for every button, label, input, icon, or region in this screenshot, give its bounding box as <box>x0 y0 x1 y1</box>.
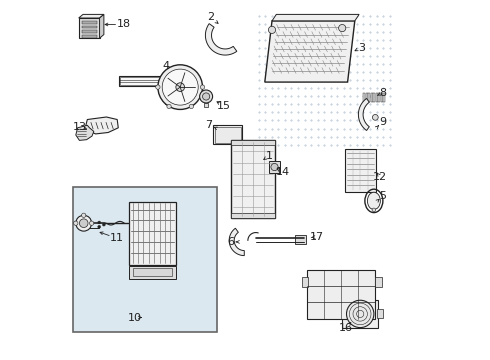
Polygon shape <box>99 14 104 38</box>
Text: 6: 6 <box>227 237 234 247</box>
Text: 18: 18 <box>117 19 131 30</box>
Circle shape <box>167 104 171 109</box>
Circle shape <box>90 221 94 225</box>
Bar <box>213 125 242 144</box>
Bar <box>165 83 174 104</box>
Bar <box>295 235 306 244</box>
Circle shape <box>156 85 160 89</box>
Bar <box>133 268 172 276</box>
Bar <box>81 21 97 24</box>
Text: 3: 3 <box>358 42 365 53</box>
Bar <box>373 93 375 102</box>
Bar <box>375 277 382 287</box>
Ellipse shape <box>368 192 380 210</box>
Circle shape <box>98 221 100 224</box>
Text: 8: 8 <box>379 88 386 98</box>
Polygon shape <box>205 24 237 55</box>
Polygon shape <box>229 228 245 256</box>
Circle shape <box>271 163 278 171</box>
Bar <box>119 76 166 86</box>
Circle shape <box>158 65 202 109</box>
Bar <box>204 103 208 107</box>
Circle shape <box>81 213 86 217</box>
Text: 16: 16 <box>339 323 353 333</box>
Bar <box>231 140 274 218</box>
Circle shape <box>200 85 205 89</box>
Circle shape <box>98 225 100 228</box>
Circle shape <box>202 93 210 100</box>
Bar <box>363 93 365 102</box>
Bar <box>307 270 375 319</box>
Bar <box>381 93 383 102</box>
Bar <box>337 309 343 318</box>
Bar <box>215 127 241 143</box>
Bar <box>269 161 280 173</box>
Bar <box>370 93 373 102</box>
Circle shape <box>176 83 185 91</box>
Text: 7: 7 <box>205 120 213 130</box>
Text: 2: 2 <box>207 12 214 22</box>
Bar <box>73 187 217 332</box>
Bar <box>345 149 376 192</box>
Polygon shape <box>265 21 355 82</box>
Bar <box>342 300 378 328</box>
Text: 17: 17 <box>310 232 324 242</box>
Circle shape <box>372 114 378 120</box>
Text: 9: 9 <box>379 117 386 127</box>
Bar <box>129 202 176 265</box>
Text: 11: 11 <box>110 233 124 243</box>
Circle shape <box>339 24 346 32</box>
Bar <box>301 277 308 287</box>
Circle shape <box>76 215 92 231</box>
Polygon shape <box>272 14 359 21</box>
Circle shape <box>346 300 374 328</box>
Circle shape <box>189 104 194 109</box>
Polygon shape <box>76 125 94 140</box>
Bar <box>383 93 386 102</box>
Text: 10: 10 <box>128 312 142 323</box>
Text: 12: 12 <box>373 172 388 182</box>
Bar <box>81 35 97 38</box>
Text: 14: 14 <box>276 167 290 177</box>
Bar <box>81 26 97 28</box>
Bar <box>378 93 380 102</box>
Polygon shape <box>358 99 369 130</box>
Circle shape <box>102 223 105 226</box>
Bar <box>377 309 383 318</box>
Bar <box>368 93 370 102</box>
Circle shape <box>269 26 275 33</box>
Bar <box>81 30 97 33</box>
Text: 15: 15 <box>217 101 230 111</box>
Text: 1: 1 <box>266 150 273 161</box>
Bar <box>231 140 274 145</box>
Polygon shape <box>86 117 118 134</box>
Circle shape <box>162 69 198 105</box>
Bar <box>129 266 176 279</box>
Text: 4: 4 <box>162 60 170 71</box>
Bar <box>366 93 368 102</box>
Circle shape <box>79 219 88 228</box>
Bar <box>231 213 274 218</box>
Bar <box>120 77 165 85</box>
Text: 5: 5 <box>379 191 386 201</box>
Bar <box>79 18 99 38</box>
Text: 13: 13 <box>73 122 87 132</box>
Circle shape <box>372 208 376 212</box>
Circle shape <box>74 221 78 225</box>
Bar <box>376 93 378 102</box>
Polygon shape <box>79 14 104 18</box>
Circle shape <box>199 90 213 103</box>
